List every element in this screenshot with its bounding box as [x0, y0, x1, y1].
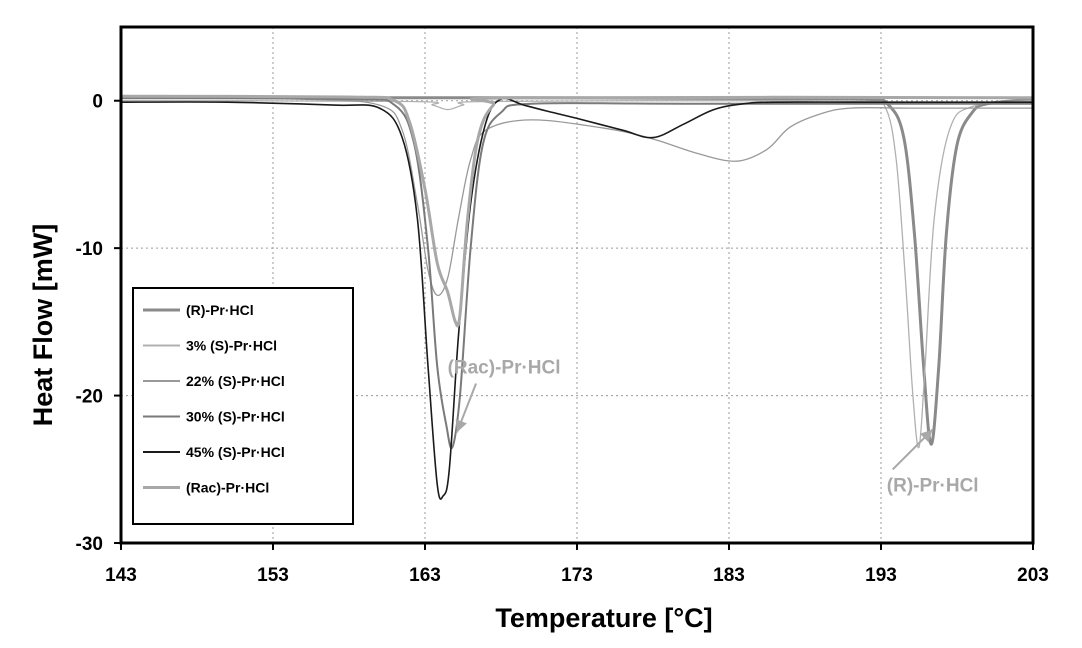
- annotation-arrowhead: [919, 429, 933, 443]
- series-line: [120, 96, 1033, 450]
- y-axis-title: Heat Flow [mW]: [28, 224, 58, 427]
- series-line: [120, 97, 1033, 500]
- legend-label: 30% (S)-Pr·HCl: [186, 409, 285, 425]
- x-tick-label: 173: [561, 565, 593, 586]
- legend-label: 45% (S)-Pr·HCl: [186, 444, 285, 460]
- legend-label: 3% (S)-Pr·HCl: [186, 338, 277, 354]
- x-tick-label: 153: [257, 565, 289, 586]
- annotation-arrowhead: [455, 419, 467, 433]
- x-tick-label: 163: [409, 565, 441, 586]
- y-tick-label: -10: [76, 239, 103, 260]
- annotation-label: (R)-Pr·HCl: [887, 475, 979, 496]
- x-tick-label: 193: [865, 565, 897, 586]
- series-line: [120, 94, 1034, 328]
- annotations: (Rac)-Pr·HCl (R)-Pr·HCl: [448, 357, 979, 496]
- x-tick-label: 203: [1017, 565, 1049, 586]
- x-tick-label: 183: [713, 565, 745, 586]
- tick-labels: 143 153 163 173 183 193 203 -30 -20 -10 0: [76, 92, 1049, 586]
- annotation-label: (Rac)-Pr·HCl: [448, 357, 561, 378]
- series-layer: [120, 94, 1034, 500]
- legend-label: (R)-Pr·HCl: [186, 302, 254, 318]
- legend: (R)-Pr·HCl 3% (S)-Pr·HCl 22% (S)-Pr·HCl 30%…: [132, 287, 354, 525]
- legend-box: [132, 287, 354, 525]
- y-tick-label: -20: [76, 387, 103, 408]
- axis-ticks: [114, 99, 1034, 550]
- y-tick-label: -30: [76, 534, 103, 555]
- legend-label: (Rac)-Pr·HCl: [186, 480, 269, 496]
- x-axis-title: Temperature [°C]: [495, 603, 712, 633]
- legend-label: 22% (S)-Pr·HCl: [186, 373, 285, 389]
- series-line: [120, 97, 1033, 297]
- y-tick-label: 0: [92, 92, 103, 113]
- x-tick-label: 143: [105, 565, 137, 586]
